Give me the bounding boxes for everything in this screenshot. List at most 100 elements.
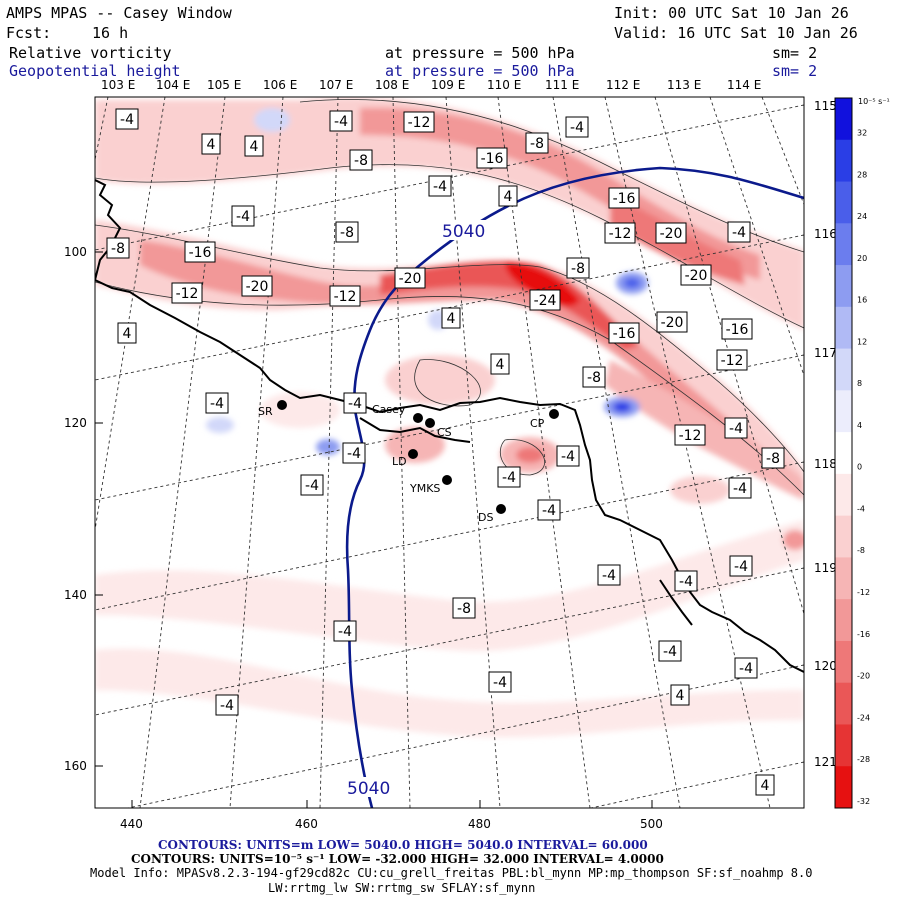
vorticity-label: -4	[210, 396, 224, 412]
colorbar-tick-label: 16	[857, 296, 867, 305]
vorticity-label-box	[537, 499, 561, 521]
colorbar-tick-label: -12	[857, 588, 870, 597]
colorbar-swatch	[835, 98, 852, 141]
vorticity-label-box	[674, 424, 706, 446]
vorticity-label-box	[658, 640, 682, 662]
vorticity-label: -4	[602, 568, 616, 584]
vorticity-label-box	[329, 285, 361, 307]
vorticity-label-box	[727, 221, 751, 243]
colorbar-frame	[834, 97, 853, 809]
shade-north-band	[95, 97, 804, 330]
lon-label: 107 E	[319, 78, 353, 92]
colorbar-swatch	[835, 348, 852, 391]
colorbar-tick-label: 4	[857, 421, 862, 430]
vorticity-label: -4	[679, 574, 693, 590]
plot-area: SR Casey CS CP LD YMKS DS 5040 5040 -44-…	[95, 97, 804, 808]
vorticity-label: -4	[334, 114, 348, 130]
vorticity-label: -4	[739, 661, 753, 677]
lon-label: 106 E	[263, 78, 297, 92]
colorbar-tick-label: 12	[857, 337, 867, 346]
lon-label: 112 E	[606, 78, 640, 92]
vorticity-label-box	[556, 445, 580, 467]
vorticity-label: -16	[613, 326, 636, 342]
station-label: DS	[478, 511, 493, 524]
vorticity-label-box	[670, 684, 690, 706]
shade-weak-south2	[95, 648, 804, 738]
vorticity-label: 4	[447, 311, 456, 327]
vorticity-label: -4	[734, 559, 748, 575]
colorbar-swatch	[835, 557, 852, 600]
top-longitude-labels: 103 E 104 E 105 E 106 E 107 E 108 E 109 …	[101, 78, 761, 92]
height-contour-labels: 5040 5040	[345, 220, 488, 799]
contour-line	[95, 224, 804, 473]
vorticity-label: -4	[220, 698, 234, 714]
vorticity-label-box	[184, 241, 216, 263]
parallel-line	[95, 461, 804, 611]
shade-max-core	[505, 262, 580, 307]
y-tick-label: 120	[64, 416, 87, 430]
vorticity-label: -4	[348, 396, 362, 412]
vorticity-label-box	[329, 110, 353, 132]
vorticity-label: -16	[481, 151, 504, 167]
colorbar-swatch	[835, 432, 852, 475]
colorbar-tick-label: -32	[857, 797, 870, 806]
vorticity-label-box	[565, 116, 589, 138]
shade-blue-patch	[254, 108, 290, 132]
vorticity-label-box	[721, 318, 753, 340]
vorticity-label-box	[171, 282, 203, 304]
station-dot	[425, 418, 435, 428]
coast-east	[659, 579, 693, 626]
vorticity-label: -20	[660, 226, 683, 242]
vorticity-label-box	[333, 620, 357, 642]
vorticity-label: -8	[354, 153, 368, 169]
vorticity-label-box	[728, 477, 752, 499]
vorticity-label-box	[724, 417, 748, 439]
footer-height-contours: CONTOURS: UNITS=m LOW= 5040.0 HIGH= 5040…	[158, 838, 648, 852]
vorticity-label-box	[608, 187, 640, 209]
shade-patch	[385, 427, 445, 463]
field2-smoothing: sm= 2	[772, 62, 818, 80]
vorticity-label: 4	[207, 137, 216, 153]
vorticity-label-box	[655, 222, 687, 244]
lon-label: 105 E	[207, 78, 241, 92]
parallel-line	[95, 567, 804, 716]
station-dot	[549, 409, 559, 419]
forecast-label: Fcst:	[6, 24, 52, 42]
axis-ticks	[95, 251, 653, 808]
x-tick-label: 460	[295, 817, 318, 831]
vorticity-label-box	[115, 108, 139, 130]
vorticity-label: -4	[120, 112, 134, 128]
vorticity-label-box	[498, 185, 518, 207]
vorticity-label: -4	[493, 675, 507, 691]
vorticity-label-box	[597, 564, 621, 586]
colorbar-swatch	[835, 181, 852, 224]
colorbar-swatch	[835, 473, 852, 517]
meridian-line	[392, 97, 411, 808]
meridian-line	[604, 97, 771, 808]
vorticity-label: -20	[399, 271, 422, 287]
colorbar-swatch	[835, 724, 852, 767]
vorticity-label: -4	[502, 470, 516, 486]
colorbar-tick-label: 28	[857, 170, 867, 179]
vorticity-label-box	[244, 135, 264, 157]
x-tick-label: 500	[640, 817, 663, 831]
vorticity-label-box	[476, 147, 508, 169]
vorticity-label-box	[335, 221, 359, 243]
parallel-line	[95, 354, 804, 501]
vorticity-label-box	[205, 392, 229, 414]
vorticity-label: -4	[236, 209, 250, 225]
colorbar-tick-label: -24	[857, 713, 870, 722]
colorbar-swatch	[835, 599, 852, 642]
station-label: Casey	[372, 403, 406, 416]
vorticity-label: -4	[732, 225, 746, 241]
vorticity-label-box	[529, 289, 561, 311]
vorticity-label-box	[729, 555, 753, 577]
vorticity-label: -12	[334, 289, 357, 305]
vorticity-label: -20	[685, 268, 708, 284]
shade-patch	[385, 355, 495, 405]
colorbar-swatch	[835, 640, 852, 684]
vorticity-label-box	[755, 774, 775, 796]
vorticity-label-box	[674, 570, 698, 592]
vorticity-label: -8	[340, 225, 354, 241]
vorticity-label-box	[761, 447, 785, 469]
